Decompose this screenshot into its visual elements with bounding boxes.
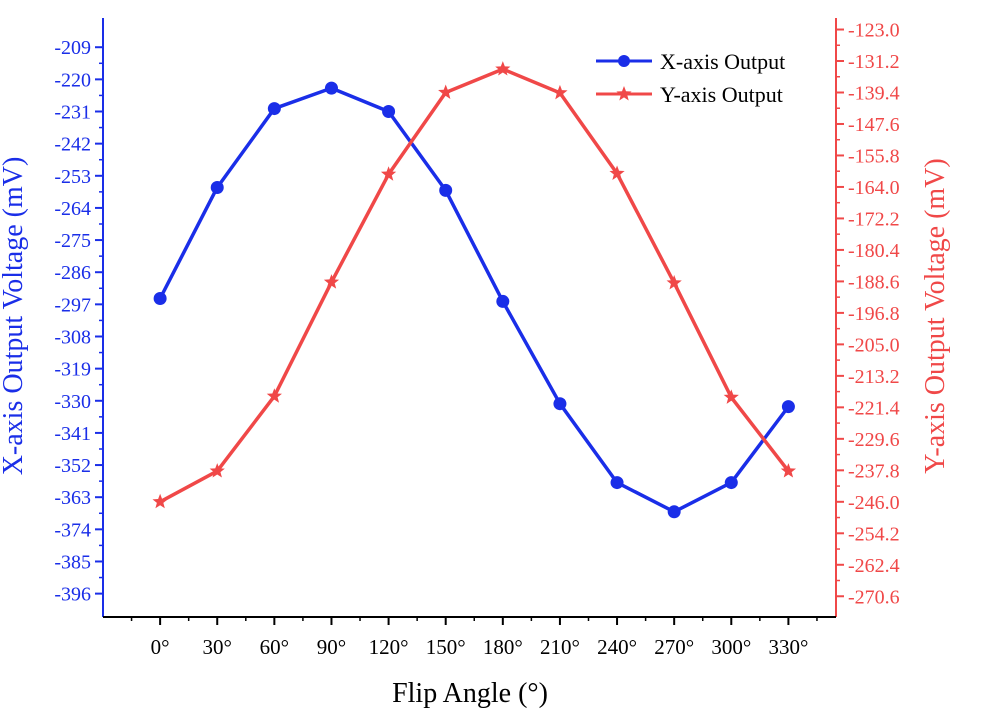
legend-item-y-axis-output: Y-axis Output bbox=[596, 82, 783, 107]
bottom-tick-label: 270° bbox=[654, 635, 694, 659]
left-tick-label: -275 bbox=[54, 230, 91, 252]
legend-item-x-axis-output: X-axis Output bbox=[596, 49, 785, 74]
right-tick-label: -254.2 bbox=[848, 523, 900, 545]
data-point-x-axis-output bbox=[724, 476, 738, 490]
right-tick-label: -155.8 bbox=[848, 145, 900, 167]
bottom-tick-label: 180° bbox=[483, 635, 523, 659]
bottom-tick-label: 90° bbox=[317, 635, 346, 659]
legend-label-y: Y-axis Output bbox=[660, 82, 783, 107]
left-tick-label: -242 bbox=[54, 134, 91, 156]
left-axis-title: X-axis Output Voltage (mV) bbox=[0, 157, 29, 476]
series-line-x-axis-output bbox=[158, 86, 790, 514]
bottom-tick-label: 300° bbox=[711, 635, 751, 659]
data-point-x-axis-output bbox=[496, 294, 510, 308]
bottom-tick-label: 60° bbox=[260, 635, 289, 659]
series-layer bbox=[152, 61, 797, 519]
data-point-y-axis-output bbox=[552, 84, 568, 100]
right-tick-label: -196.8 bbox=[848, 303, 900, 325]
data-point-y-axis-output bbox=[495, 61, 511, 76]
left-tick-label: -253 bbox=[54, 166, 91, 188]
bottom-tick-label: 330° bbox=[768, 635, 808, 659]
legend-marker-circle bbox=[618, 55, 630, 67]
data-point-y-axis-output bbox=[209, 463, 225, 478]
data-point-x-axis-output bbox=[439, 183, 453, 197]
data-point-x-axis-output bbox=[210, 180, 224, 194]
right-tick-label: -205.0 bbox=[848, 334, 900, 356]
data-point-x-axis-output bbox=[553, 397, 567, 411]
data-point-x-axis-output bbox=[153, 292, 167, 306]
bottom-tick-label: 240° bbox=[597, 635, 637, 659]
right-tick-label: -246.0 bbox=[848, 492, 900, 514]
left-tick-label: -330 bbox=[54, 391, 91, 413]
right-tick-label: -147.6 bbox=[848, 114, 900, 136]
legend-label-x: X-axis Output bbox=[660, 49, 785, 74]
right-tick-label: -262.4 bbox=[848, 555, 900, 577]
left-tick-label: -363 bbox=[54, 487, 91, 509]
data-point-x-axis-output bbox=[267, 102, 281, 116]
data-point-y-axis-output bbox=[666, 274, 682, 290]
right-tick-label: -131.2 bbox=[848, 51, 900, 73]
data-point-x-axis-output bbox=[324, 81, 338, 95]
left-axis-ticks: -209 -220 -231 -242 -253 -264 -275 -286 -297 -308… bbox=[54, 37, 103, 606]
left-tick-label: -374 bbox=[54, 519, 91, 541]
right-tick-label: -213.2 bbox=[848, 366, 900, 388]
bottom-tick-label: 120° bbox=[369, 635, 409, 659]
right-tick-label: -188.6 bbox=[848, 271, 900, 293]
right-tick-label: -172.2 bbox=[848, 208, 900, 230]
legend-marker-star bbox=[616, 86, 632, 101]
left-tick-label: -352 bbox=[54, 455, 91, 477]
data-point-x-axis-output bbox=[667, 505, 681, 519]
legend: X-axis Output Y-axis Output bbox=[596, 49, 785, 107]
left-tick-label: -264 bbox=[54, 198, 91, 220]
left-tick-label: -385 bbox=[54, 551, 91, 573]
right-tick-label: -139.4 bbox=[848, 82, 900, 104]
left-tick-label: -319 bbox=[54, 359, 91, 381]
right-tick-label: -221.4 bbox=[848, 397, 900, 419]
data-point-y-axis-output bbox=[152, 493, 168, 509]
right-tick-label: -164.0 bbox=[848, 177, 900, 199]
bottom-tick-label: 150° bbox=[426, 635, 466, 659]
right-tick-label: -180.4 bbox=[848, 240, 900, 262]
series-line-y-axis-output bbox=[159, 67, 790, 504]
left-tick-label: -308 bbox=[54, 326, 91, 348]
right-tick-label: -237.8 bbox=[848, 460, 900, 482]
data-point-y-axis-output bbox=[266, 388, 282, 403]
data-point-y-axis-output bbox=[780, 463, 797, 478]
data-point-y-axis-output bbox=[438, 84, 454, 99]
right-axis-ticks: -123.0 -131.2 -139.4 -147.6 -155.8 -164.0 -172… bbox=[836, 20, 900, 608]
right-tick-label: -229.6 bbox=[848, 429, 900, 451]
left-tick-label: -396 bbox=[54, 584, 91, 606]
data-point-x-axis-output bbox=[382, 105, 396, 119]
data-point-x-axis-output bbox=[610, 476, 624, 490]
bottom-axis-ticks: 0° 30° 60° 90° 120° 150° 180° 210° 240° 270° 300° 3… bbox=[130, 617, 818, 659]
data-point-y-axis-output bbox=[609, 165, 625, 180]
right-tick-label: -123.0 bbox=[848, 20, 900, 42]
left-tick-label: -209 bbox=[54, 37, 91, 59]
left-tick-label: -286 bbox=[54, 262, 91, 284]
left-tick-label: -220 bbox=[54, 69, 91, 91]
right-tick-label: -270.6 bbox=[848, 586, 900, 608]
data-point-x-axis-output bbox=[781, 400, 795, 414]
bottom-tick-label: 30° bbox=[203, 635, 232, 659]
data-point-y-axis-output bbox=[723, 389, 739, 404]
bottom-tick-label: 210° bbox=[540, 635, 580, 659]
data-point-y-axis-output bbox=[323, 274, 340, 289]
x-axis-title: Flip Angle (°) bbox=[392, 678, 548, 709]
bottom-tick-label: 0° bbox=[151, 635, 170, 659]
left-tick-label: -297 bbox=[54, 294, 91, 316]
data-point-y-axis-output bbox=[380, 166, 397, 181]
right-axis-title: Y-axis Output Voltage (mV) bbox=[920, 158, 951, 474]
left-tick-label: -231 bbox=[54, 102, 91, 124]
left-tick-label: -341 bbox=[54, 423, 91, 445]
